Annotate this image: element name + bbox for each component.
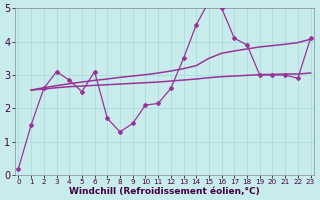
X-axis label: Windchill (Refroidissement éolien,°C): Windchill (Refroidissement éolien,°C) [69,187,260,196]
